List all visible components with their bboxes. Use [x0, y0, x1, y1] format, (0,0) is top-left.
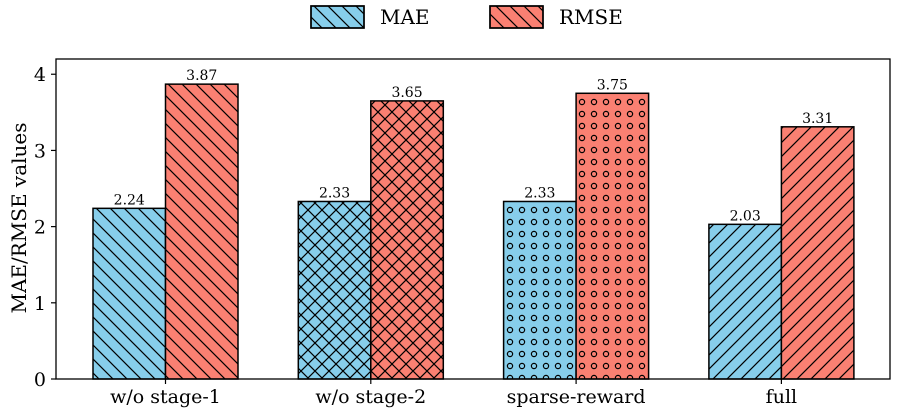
legend-swatch-mae-hatch — [310, 5, 365, 29]
plot-frame — [55, 58, 891, 380]
bar-hatch-mae-3 — [708, 223, 783, 380]
legend: MAE RMSE — [310, 5, 623, 29]
legend-label-mae: MAE — [380, 5, 430, 29]
bar-hatch-mae-0 — [92, 207, 167, 380]
data-label-mae-2: 2.33 — [524, 185, 555, 201]
x-tick-label-2: sparse-reward — [507, 386, 646, 408]
legend-item-rmse: RMSE — [489, 5, 623, 29]
legend-swatch-rmse-hatch — [489, 5, 544, 29]
y-tick-label-0: 0 — [34, 369, 46, 391]
x-tick-label-0: w/o stage-1 — [110, 386, 221, 408]
data-label-rmse-1: 3.65 — [391, 85, 422, 101]
data-label-rmse-0: 3.87 — [186, 68, 217, 84]
data-label-mae-0: 2.24 — [114, 192, 145, 208]
data-label-rmse-3: 3.31 — [802, 111, 833, 127]
bar-hatch-mae-1 — [297, 200, 372, 380]
y-tick-label-1: 1 — [34, 293, 46, 315]
y-tick-label-2: 2 — [34, 217, 46, 239]
y-tick-label-3: 3 — [34, 140, 46, 162]
data-label-mae-1: 2.33 — [319, 185, 350, 201]
x-tick-label-1: w/o stage-2 — [315, 386, 426, 408]
data-label-mae-3: 2.03 — [730, 208, 761, 224]
bar-hatch-mae-2 — [502, 200, 577, 380]
bar-hatch-rmse-3 — [780, 126, 855, 380]
bar-hatch-rmse-1 — [370, 100, 445, 380]
legend-label-rmse: RMSE — [559, 5, 623, 29]
data-label-rmse-2: 3.75 — [597, 77, 628, 93]
plot-area: 0 1 2 3 4 2.24 3.87 w/o stage-1 2.33 3.65 w/o stag… — [34, 58, 891, 408]
x-tick-label-3: full — [766, 386, 797, 408]
y-axis-label: MAE/RMSE values — [7, 122, 31, 313]
y-tick-label-4: 4 — [34, 64, 46, 86]
bar-hatch-rmse-2 — [575, 92, 650, 380]
bar-hatch-rmse-0 — [164, 83, 239, 380]
legend-item-mae: MAE — [310, 5, 430, 29]
